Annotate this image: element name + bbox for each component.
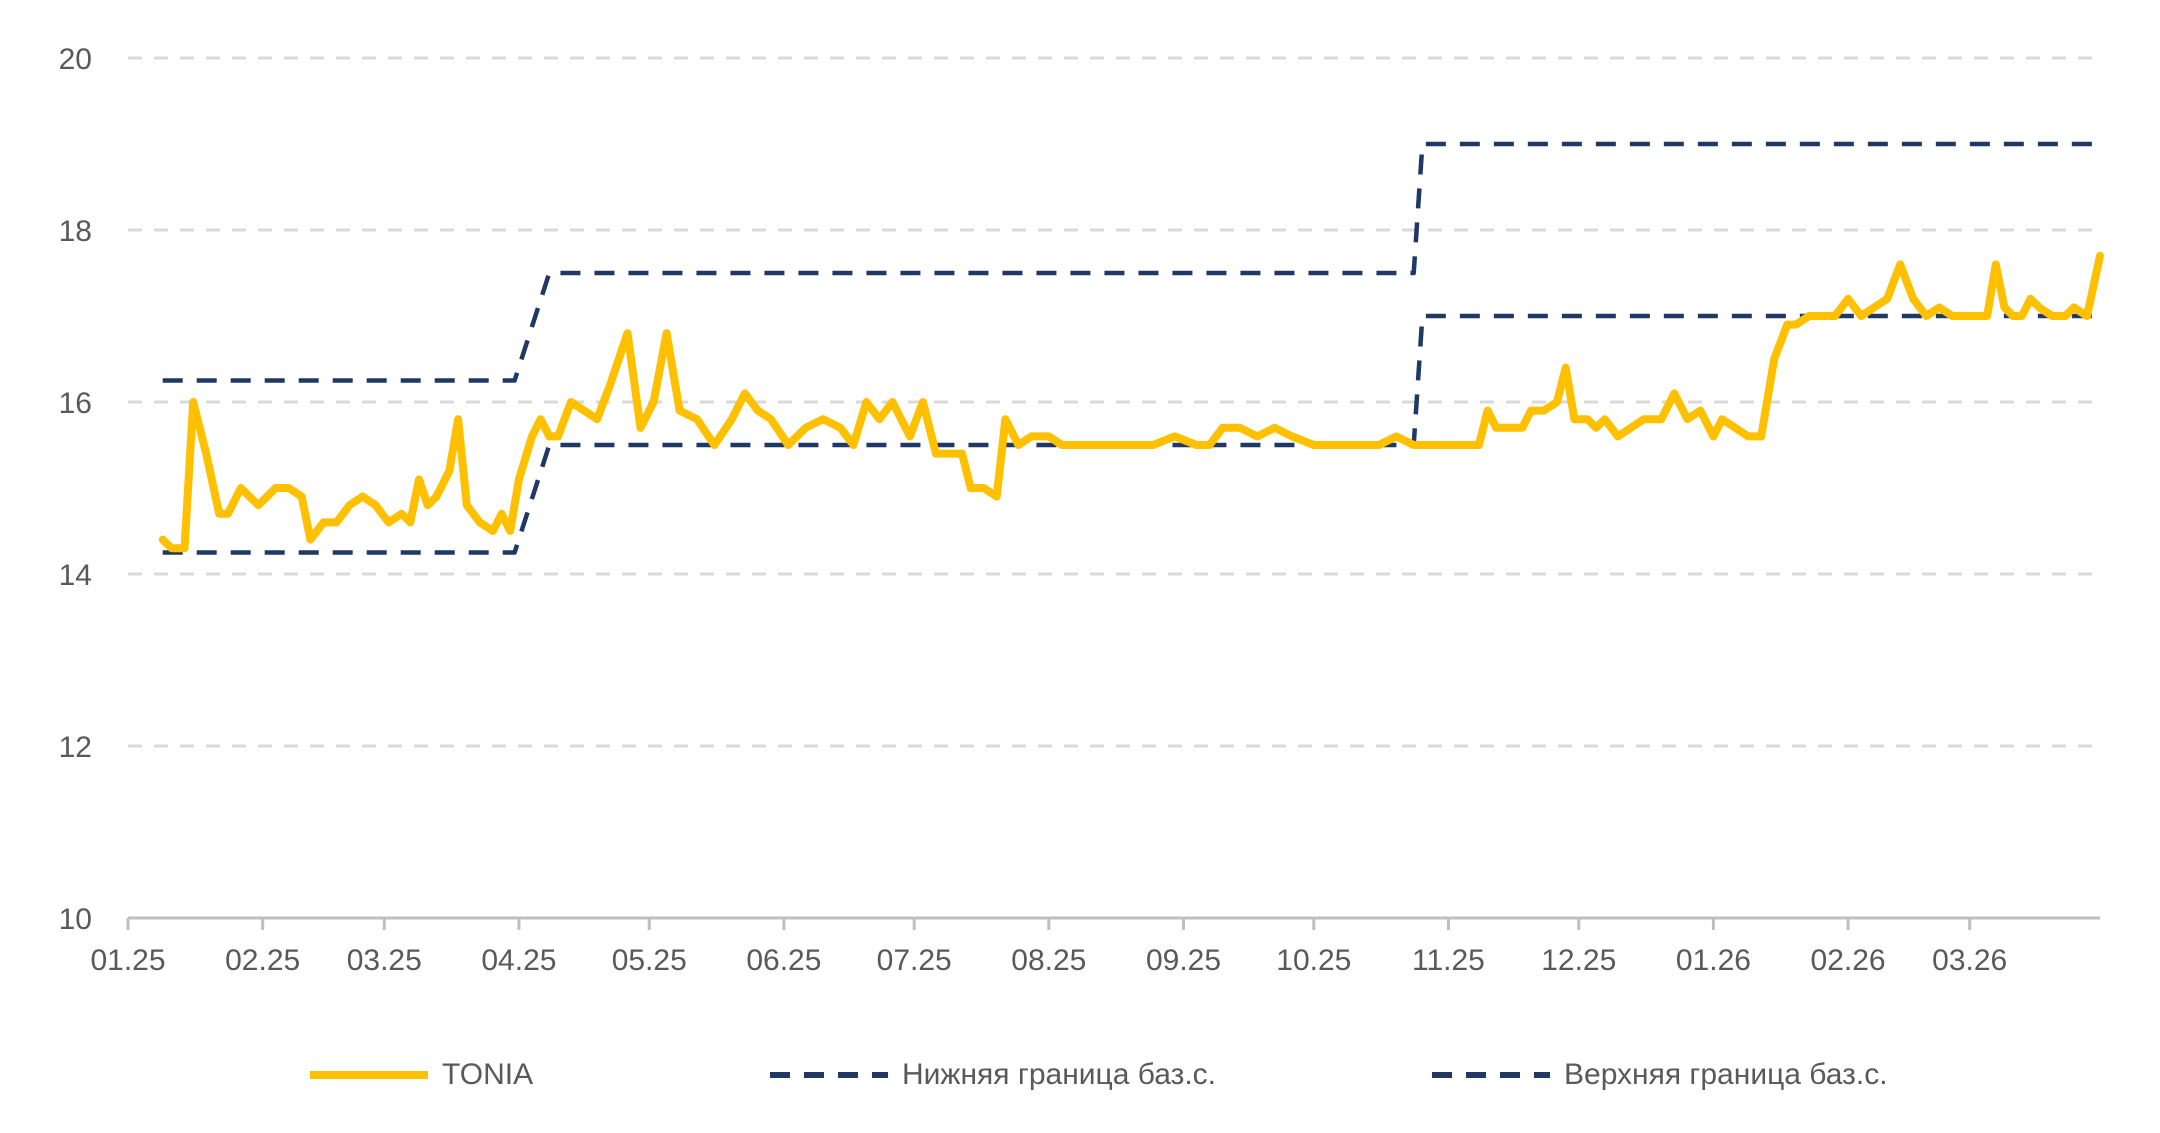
x-tick-label: 07.25 — [877, 944, 952, 977]
legend-item-upper-bound: Верхняя граница баз.с. — [1432, 1055, 1888, 1095]
legend-item-lower-bound: Нижняя граница баз.с. — [770, 1055, 1216, 1095]
y-tick-label: 10 — [59, 903, 92, 936]
legend-swatch-dashed-line — [770, 1072, 888, 1078]
x-tick-label: 02.25 — [225, 944, 300, 977]
y-tick-label: 20 — [59, 43, 92, 76]
x-tick-label: 03.25 — [347, 944, 422, 977]
legend-label: Верхняя граница баз.с. — [1564, 1058, 1888, 1091]
x-tick-label: 10.25 — [1276, 944, 1351, 977]
y-tick-label: 14 — [59, 559, 92, 592]
x-tick-label: 04.25 — [481, 944, 556, 977]
y-axis-ticks: 10 12 14 16 18 20 — [59, 43, 92, 936]
x-tick-label: 11.25 — [1412, 944, 1485, 977]
y-tick-label: 18 — [59, 215, 92, 248]
series-line — [162, 141, 2100, 383]
x-tick-label: 01.26 — [1676, 944, 1751, 977]
legend-label: Нижняя граница баз.с. — [902, 1058, 1216, 1091]
x-tick-label: 03.26 — [1932, 944, 2007, 977]
x-tick-label: 12.25 — [1541, 944, 1616, 977]
x-tick-label: 05.25 — [612, 944, 687, 977]
x-tick-label: 08.25 — [1011, 944, 1086, 977]
legend-label: TONIA — [442, 1058, 534, 1091]
legend-swatch-solid-line — [310, 1071, 428, 1079]
legend-swatch-dashed-line — [1432, 1072, 1550, 1078]
series-lines — [158, 141, 2104, 555]
x-tick-label: 09.25 — [1146, 944, 1221, 977]
x-tick-label: 02.26 — [1811, 944, 1886, 977]
x-tick-label: 01.25 — [90, 944, 165, 977]
gridlines — [128, 56, 2100, 748]
y-tick-label: 16 — [59, 387, 92, 420]
series-line — [162, 313, 2100, 555]
x-tick-label: 06.25 — [746, 944, 821, 977]
series-line — [158, 251, 2104, 553]
legend: TONIA Нижняя граница баз.с. Верхняя гран… — [0, 1055, 2160, 1095]
legend-item-tonia: TONIA — [310, 1055, 533, 1095]
y-tick-label: 12 — [59, 731, 92, 764]
x-axis-ticks: 01.25 02.25 03.25 04.25 05.25 06.25 07.25 08.25… — [90, 918, 2007, 977]
